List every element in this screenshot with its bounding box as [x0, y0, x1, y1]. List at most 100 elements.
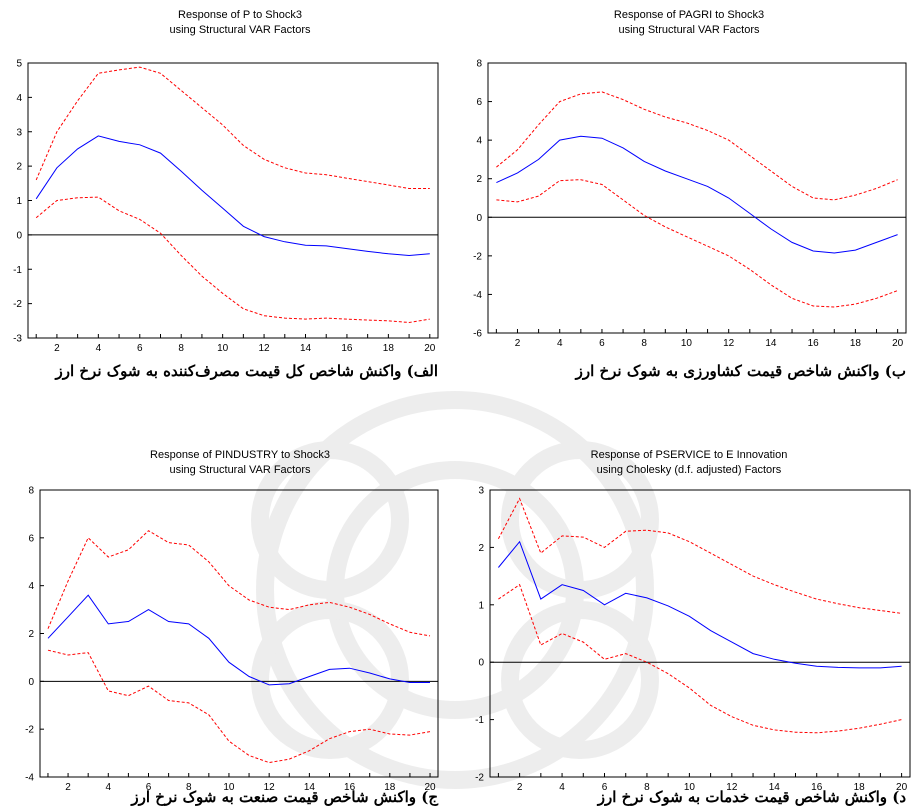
y-tick-label: 2 — [476, 174, 482, 185]
chart-title: Response of PSERVICE to E Innovation — [591, 449, 788, 461]
y-tick-label: -4 — [25, 773, 34, 784]
x-tick-label: 10 — [217, 343, 229, 354]
y-tick-label: -1 — [13, 265, 22, 276]
y-tick-label: 2 — [28, 629, 34, 640]
chart-panel-pservice: Response of PSERVICE to E Innovation usi… — [475, 449, 911, 806]
response-line — [47, 594, 430, 686]
chart-panel-pagri: Response of PAGRI to Shock3 using Struct… — [473, 9, 907, 380]
chart-title: Response of PAGRI to Shock3 — [614, 9, 764, 21]
x-tick-label: 14 — [304, 782, 316, 793]
y-tick-label: 1 — [16, 196, 22, 207]
panel-caption: ج) واکنش شاخص قیمت صنعت به شوک نرخ ارز — [130, 788, 438, 806]
y-tick-label: 8 — [476, 59, 482, 70]
x-tick-label: 12 — [264, 782, 276, 793]
x-tick-label: 20 — [896, 782, 908, 793]
x-tick-label: 16 — [811, 782, 823, 793]
y-tick-label: 0 — [28, 677, 34, 688]
lower-band-line — [47, 649, 431, 764]
chart-panel-pindustry: Response of PINDUSTRY to Shock3 using St… — [25, 449, 439, 806]
x-tick-label: 10 — [684, 782, 696, 793]
x-tick-label: 4 — [106, 782, 112, 793]
upper-band-line — [497, 497, 902, 614]
panel-caption: ب) واکنش شاخص قیمت کشاورزی به شوک نرخ ار… — [575, 362, 906, 380]
x-tick-label: 20 — [424, 343, 436, 354]
x-tick-label: 20 — [424, 782, 436, 793]
y-tick-label: 3 — [478, 486, 484, 497]
x-tick-label: 18 — [850, 338, 862, 349]
x-tick-label: 16 — [808, 338, 820, 349]
x-tick-label: 6 — [137, 343, 143, 354]
response-line — [498, 540, 902, 669]
x-tick-label: 6 — [602, 782, 608, 793]
x-tick-label: 8 — [644, 782, 650, 793]
lower-band-line — [498, 583, 902, 734]
upper-band-line — [47, 530, 431, 637]
y-tick-label: 2 — [16, 162, 22, 173]
x-tick-label: 12 — [259, 343, 271, 354]
x-tick-label: 2 — [517, 782, 523, 793]
x-tick-label: 18 — [384, 782, 396, 793]
x-tick-label: 20 — [892, 338, 904, 349]
y-tick-label: -2 — [475, 773, 484, 784]
y-tick-label: 4 — [476, 136, 482, 147]
y-tick-label: 5 — [16, 59, 22, 70]
panel-caption: الف) واکنش شاخص کل قیمت مصرف‌کننده به شو… — [55, 362, 439, 380]
x-tick-label: 12 — [723, 338, 735, 349]
y-tick-label: 0 — [16, 230, 22, 241]
x-tick-label: 4 — [96, 343, 102, 354]
y-axis: -2 -1 0 1 2 3 — [475, 486, 494, 784]
y-tick-label: 1 — [478, 600, 484, 611]
chart-title: Response of PINDUSTRY to Shock3 — [150, 449, 330, 461]
upper-band-line — [496, 91, 898, 201]
y-tick-label: 0 — [478, 658, 484, 669]
y-axis: -4 -2 0 2 4 6 8 — [25, 486, 44, 784]
x-axis: 2 4 6 8 10 12 14 16 18 20 — [35, 334, 436, 354]
y-tick-label: 3 — [16, 127, 22, 138]
x-tick-label: 6 — [599, 338, 605, 349]
chart-panel-p: Response of P to Shock3 using Structural… — [13, 9, 439, 380]
y-tick-label: -6 — [473, 329, 482, 340]
x-tick-label: 8 — [186, 782, 192, 793]
plot-frame — [489, 489, 911, 778]
chart-subtitle: using Cholesky (d.f. adjusted) Factors — [597, 464, 782, 476]
y-tick-label: -4 — [473, 290, 482, 301]
x-tick-label: 14 — [769, 782, 781, 793]
y-axis: -6 -4 -2 0 2 4 6 8 — [473, 59, 492, 340]
x-axis: 2 4 6 8 10 12 14 16 18 20 — [495, 329, 904, 349]
lower-band-line — [35, 196, 430, 324]
y-tick-label: 8 — [28, 486, 34, 497]
x-tick-label: 10 — [681, 338, 693, 349]
response-line — [35, 135, 430, 257]
upper-band-line — [35, 66, 430, 189]
x-tick-label: 16 — [341, 343, 353, 354]
x-tick-label: 14 — [765, 338, 777, 349]
plot-frame — [487, 62, 907, 334]
x-tick-label: 4 — [559, 782, 565, 793]
x-tick-label: 8 — [641, 338, 647, 349]
x-tick-label: 2 — [65, 782, 71, 793]
x-tick-label: 18 — [854, 782, 866, 793]
y-tick-label: 6 — [476, 97, 482, 108]
chart-subtitle: using Structural VAR Factors — [618, 24, 760, 36]
chart-subtitle: using Structural VAR Factors — [169, 24, 311, 36]
x-tick-label: 12 — [726, 782, 738, 793]
y-tick-label: 0 — [476, 213, 482, 224]
x-tick-label: 6 — [146, 782, 152, 793]
y-tick-label: -1 — [475, 715, 484, 726]
y-tick-label: -2 — [25, 725, 34, 736]
x-tick-label: 18 — [383, 343, 395, 354]
y-tick-label: 2 — [478, 543, 484, 554]
x-tick-label: 8 — [178, 343, 184, 354]
x-axis: 2 4 6 8 10 12 14 16 18 20 — [47, 773, 436, 793]
x-tick-label: 10 — [223, 782, 235, 793]
plot-frame — [27, 62, 439, 339]
y-tick-label: -3 — [13, 334, 22, 345]
chart-title: Response of P to Shock3 — [178, 9, 302, 21]
y-tick-label: 4 — [28, 581, 34, 592]
x-tick-label: 2 — [515, 338, 521, 349]
chart-subtitle: using Structural VAR Factors — [169, 464, 311, 476]
panel-caption: د) واکنش شاخص قیمت خدمات به شوک نرخ ارز — [597, 788, 907, 806]
response-line — [496, 135, 898, 254]
y-axis: -3 -2 -1 0 1 2 3 4 5 — [13, 59, 32, 345]
